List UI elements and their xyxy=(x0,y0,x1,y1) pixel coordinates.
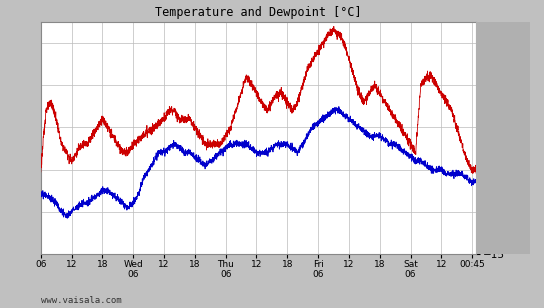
Text: www.vaisala.com: www.vaisala.com xyxy=(41,296,121,305)
Title: Temperature and Dewpoint [°C]: Temperature and Dewpoint [°C] xyxy=(155,6,362,19)
